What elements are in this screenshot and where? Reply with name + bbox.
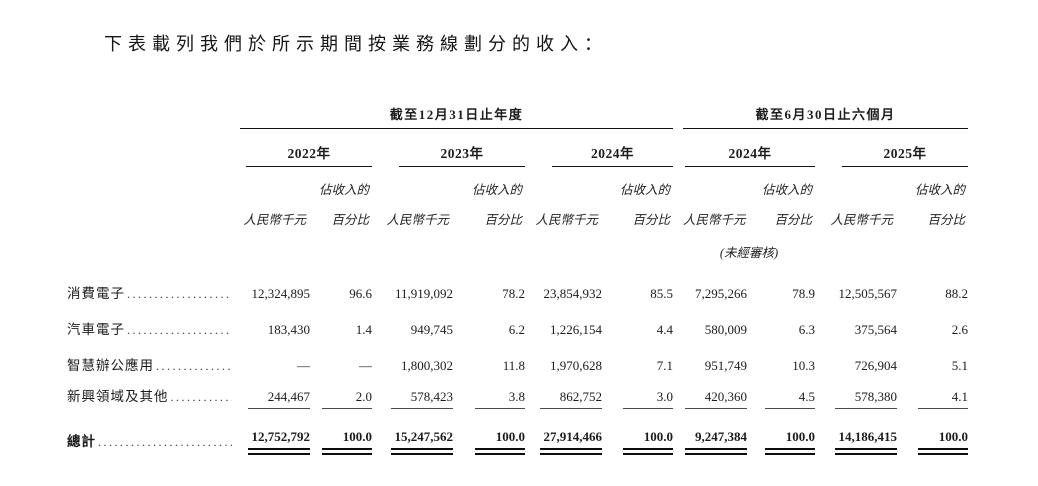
cell-amount: 1,800,302: [401, 358, 453, 373]
cell-amount: 726,904: [854, 358, 898, 373]
cell-amount: 7,295,266: [695, 286, 748, 301]
period-group-6m: 截至6月30日止六個月: [683, 96, 969, 129]
dot-leader: ........................................…: [156, 359, 232, 373]
cell-amount: 1,226,154: [550, 322, 602, 337]
cell-percent: 7.1: [656, 358, 674, 373]
total-amount: 15,247,562: [391, 429, 453, 455]
total-percent: 100.0: [918, 429, 969, 455]
cell-amount: 578,380: [835, 389, 898, 409]
year-header-2024: 2024年: [552, 142, 674, 167]
cell-percent: 11.8: [502, 358, 525, 373]
cell-percent: —: [359, 358, 372, 373]
revenue-table-container: 截至12月31日止年度 截至6月30日止六個月 2022年 2023年 2024…: [67, 96, 969, 455]
total-label: 總計: [67, 434, 96, 449]
cell-amount: 1,970,628: [550, 358, 602, 373]
year-header-2023: 2023年: [399, 142, 525, 167]
cell-percent: 78.2: [502, 286, 525, 301]
cell-percent: 2.0: [322, 389, 372, 409]
pct-header-line2: 百分比: [774, 212, 813, 227]
row-label: 消費電子: [67, 286, 125, 301]
amount-unit-header: 人民幣千元: [535, 212, 598, 227]
pct-header-line2: 百分比: [927, 212, 966, 227]
cell-amount: 578,423: [391, 389, 453, 409]
total-percent: 100.0: [623, 429, 674, 455]
cell-percent: 5.1: [951, 358, 969, 373]
revenue-by-business-line-table: 截至12月31日止年度 截至6月30日止六個月 2022年 2023年 2024…: [67, 96, 969, 455]
cell-amount: 12,505,567: [838, 286, 898, 301]
unaudited-note: (未經審核): [719, 246, 779, 260]
amount-unit-header: 人民幣千元: [243, 212, 306, 227]
total-percent: 100.0: [765, 429, 816, 455]
total-amount: 12,752,792: [248, 429, 310, 455]
total-percent: 100.0: [322, 429, 372, 455]
pct-header-line1: 佔收入的: [620, 183, 671, 198]
table-row-emerging-and-others: 新興領域及其他.................................…: [67, 379, 969, 409]
pct-header-line1: 佔收入的: [762, 183, 813, 198]
cell-percent: 6.3: [798, 322, 816, 337]
pct-header-line1: 佔收入的: [471, 183, 522, 198]
year-header-2024-6m: 2024年: [685, 142, 816, 167]
cell-amount: 951,749: [704, 358, 748, 373]
unaudited-note-row: (未經審核): [67, 237, 968, 263]
amount-unit-header: 人民幣千元: [683, 212, 746, 227]
dot-leader: ........................................…: [98, 435, 232, 449]
row-label: 智慧辦公應用: [67, 358, 154, 373]
cell-percent: 1.4: [355, 322, 372, 337]
cell-amount: —: [297, 358, 310, 373]
cell-amount: 420,360: [685, 389, 748, 409]
column-subheader-row: 人民幣千元 佔收入的百分比 人民幣千元 佔收入的百分比 人民幣千元 佔收入的百分…: [67, 167, 968, 237]
dot-leader: ........................................…: [127, 323, 232, 337]
cell-amount: 12,324,895: [251, 286, 311, 301]
cell-amount: 183,430: [267, 322, 310, 337]
cell-percent: 88.2: [945, 286, 969, 301]
cell-percent: 6.2: [508, 322, 525, 337]
dot-leader: ........................................…: [127, 287, 232, 301]
cell-amount: 23,854,932: [543, 286, 603, 301]
total-amount: 14,186,415: [835, 429, 898, 455]
period-group-fy: 截至12月31日止年度: [240, 96, 674, 129]
cell-amount: 949,745: [410, 322, 453, 337]
pct-header-line1: 佔收入的: [318, 183, 369, 198]
year-header-row: 2022年 2023年 2024年 2024年 2025年: [67, 128, 969, 167]
cell-amount: 580,009: [704, 322, 748, 337]
dot-leader: ........................................…: [170, 390, 233, 404]
cell-amount: 862,752: [540, 389, 602, 409]
cell-amount: 11,919,092: [394, 286, 453, 301]
pct-header-line1: 佔收入的: [915, 183, 966, 198]
cell-percent: 10.3: [792, 358, 816, 373]
pct-header-line2: 百分比: [484, 212, 522, 227]
pct-header-line2: 百分比: [331, 212, 369, 227]
cell-percent: 78.9: [792, 286, 816, 301]
total-percent: 100.0: [475, 429, 525, 455]
row-label: 汽車電子: [67, 322, 125, 337]
cell-percent: 3.0: [623, 389, 674, 409]
page-title: 下表載列我們於所示期間按業務線劃分的收入：: [104, 34, 608, 54]
cell-amount: 244,467: [248, 389, 310, 409]
pct-header-line2: 百分比: [632, 212, 671, 227]
year-header-2025: 2025年: [842, 142, 969, 167]
amount-unit-header: 人民幣千元: [386, 212, 449, 227]
table-row-smart-office: 智慧辦公應用..................................…: [67, 343, 968, 379]
cell-percent: 4.1: [918, 389, 969, 409]
period-group-row: 截至12月31日止年度 截至6月30日止六個月: [67, 96, 969, 129]
table-row-total: 總計......................................…: [67, 409, 969, 455]
cell-percent: 4.4: [656, 322, 674, 337]
amount-unit-header: 人民幣千元: [830, 212, 894, 227]
cell-percent: 96.6: [349, 286, 372, 301]
row-label: 新興領域及其他: [67, 389, 169, 404]
total-amount: 27,914,466: [540, 429, 602, 455]
cell-percent: 3.8: [475, 389, 525, 409]
cell-percent: 2.6: [951, 322, 969, 337]
total-amount: 9,247,384: [685, 429, 748, 455]
cell-percent: 85.5: [650, 286, 674, 301]
table-row-automotive-electronics: 汽車電子....................................…: [67, 307, 968, 343]
year-header-2022: 2022年: [246, 142, 372, 167]
cell-percent: 4.5: [765, 389, 816, 409]
cell-amount: 375,564: [854, 322, 898, 337]
table-row-consumer-electronics: 消費電子....................................…: [67, 276, 968, 307]
